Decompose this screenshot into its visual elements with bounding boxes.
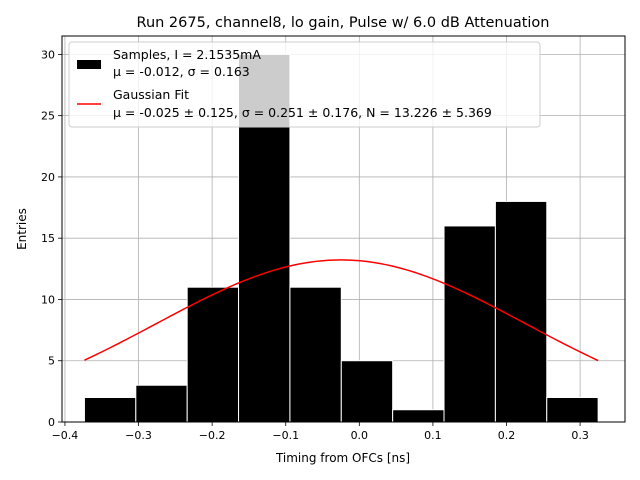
- y-axis-label: Entries: [15, 208, 29, 250]
- x-tick-label: −0.3: [125, 429, 152, 442]
- legend-fit-stats: μ = -0.025 ± 0.125, σ = 0.251 ± 0.176, N…: [113, 105, 492, 120]
- fit-layer: [84, 259, 599, 362]
- x-axis-label: Timing from OFCs [ns]: [275, 451, 410, 465]
- y-tick-label: 20: [41, 171, 55, 184]
- chart-title: Run 2675, channel8, lo gain, Pulse w/ 6.…: [137, 15, 550, 31]
- histogram-bar: [83, 396, 137, 423]
- histogram-bar: [135, 384, 188, 423]
- histogram-bar: [392, 409, 445, 423]
- histogram-bar: [340, 360, 394, 423]
- legend-samples-stats: μ = -0.012, σ = 0.163: [113, 64, 250, 79]
- legend-samples-label: Samples, I = 2.1535mA: [113, 47, 261, 62]
- x-tick-label: −0.4: [52, 429, 79, 442]
- x-tick-label: 0.1: [424, 429, 442, 442]
- legend-frame: [68, 41, 541, 128]
- gaussian-fit-line: [84, 259, 599, 362]
- histogram-bar: [186, 286, 240, 423]
- x-tick-label: −0.2: [199, 429, 226, 442]
- x-axis-ticks: −0.4 −0.3 −0.2 −0.1 0.0 0.1 0.2 0.3: [52, 422, 589, 442]
- x-tick-label: 0.0: [351, 429, 369, 442]
- plot-frame: [61, 35, 626, 423]
- x-tick-label: 0.2: [498, 429, 516, 442]
- legend: Samples, I = 2.1535mA μ = -0.012, σ = 0.…: [68, 41, 541, 128]
- x-tick-label: −0.1: [272, 429, 299, 442]
- x-tick-label: 0.3: [571, 429, 589, 442]
- y-tick-label: 10: [41, 293, 55, 306]
- y-axis-ticks: 0 5 10 15 20 25 30: [41, 48, 62, 429]
- y-tick-label: 5: [48, 355, 55, 368]
- y-tick-label: 25: [41, 110, 55, 123]
- legend-samples-swatch: [77, 60, 101, 69]
- histogram-bar: [289, 286, 342, 423]
- y-tick-label: 30: [41, 48, 55, 61]
- histogram-bar: [443, 225, 496, 423]
- histogram-bar: [546, 396, 599, 423]
- y-tick-label: 15: [41, 232, 55, 245]
- y-tick-label: 0: [48, 416, 55, 429]
- legend-fit-label: Gaussian Fit: [113, 87, 189, 102]
